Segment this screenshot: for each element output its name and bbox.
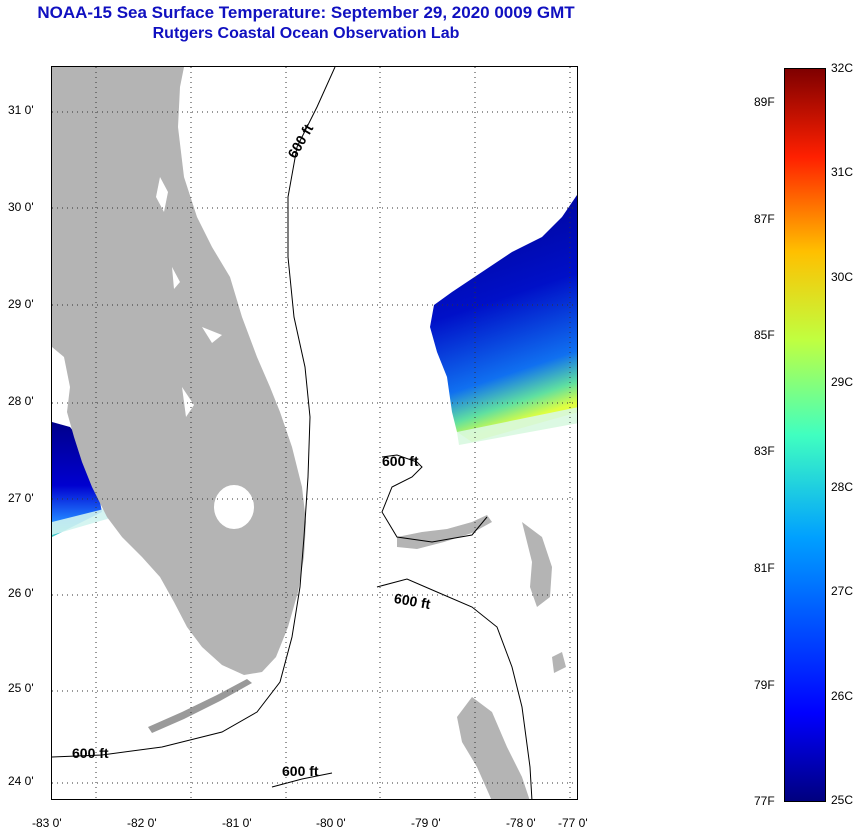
lon-tick-83: -83 0' [32,816,62,830]
contour-florida [52,67,336,758]
cb-c-29: 29C [831,375,854,389]
cb-c-31: 31C [831,165,854,179]
cb-f-89: 89F [754,95,775,109]
lake-okeechobee [214,485,254,529]
lon-tick-81: -81 0' [222,816,252,830]
abaco [522,522,552,607]
lat-tick-29: 29 0' [8,297,34,311]
cb-f-83: 83F [754,444,775,458]
lat-tick-30: 30 0' [8,200,34,214]
cb-f-85: 85F [754,328,775,342]
sst-map [52,67,577,799]
lat-tick-28: 28 0' [8,394,34,408]
cb-f-87: 87F [754,212,775,226]
lat-tick-25: 25 0' [8,681,34,695]
cb-f-79: 79F [754,678,775,692]
lon-tick-79: -79 0' [411,816,441,830]
colorbar-gradient [785,69,825,801]
sst-swath-west-edge [52,507,114,535]
lat-tick-27: 27 0' [8,491,34,505]
lat-tick-31: 31 0' [8,103,34,117]
lon-tick-80: -80 0' [316,816,346,830]
florida-keys [148,679,252,733]
map-title: NOAA-15 Sea Surface Temperature: Septemb… [0,2,612,44]
sst-swath-west [52,422,102,537]
cb-c-25: 25C [831,793,854,807]
florida-land [52,67,306,675]
map-panel[interactable]: 600 ft 600 ft 600 ft 600 ft 600 ft [51,66,578,800]
sst-swath-east-edge [457,407,577,445]
lat-tick-24: 24 0' [8,774,34,788]
cb-c-32: 32C [831,61,854,75]
lon-tick-82: -82 0' [127,816,157,830]
temperature-colorbar [784,68,826,802]
contour-label-2: 600 ft [382,453,419,469]
cb-f-81: 81F [754,561,775,575]
title-line-2: Rutgers Coastal Ocean Observation Lab [152,25,460,42]
contour-bahamas-south [376,578,533,799]
cb-c-27: 27C [831,584,854,598]
cb-c-30: 30C [831,270,854,284]
andros [457,697,530,799]
contour-label-4: 600 ft [72,745,109,761]
title-line-1: NOAA-15 Sea Surface Temperature: Septemb… [37,3,575,22]
sst-swath-east [430,194,577,442]
contour-label-5: 600 ft [282,763,319,779]
lat-tick-26: 26 0' [8,586,34,600]
lon-tick-78: -78 0' [506,816,536,830]
contour-keys [271,772,333,788]
cb-c-26: 26C [831,689,854,703]
cb-f-77: 77F [754,794,775,808]
lon-tick-77: -77 0' [558,816,588,830]
contour-bahamas-north [381,454,488,543]
grand-bahama [397,515,492,549]
cb-c-28: 28C [831,480,854,494]
